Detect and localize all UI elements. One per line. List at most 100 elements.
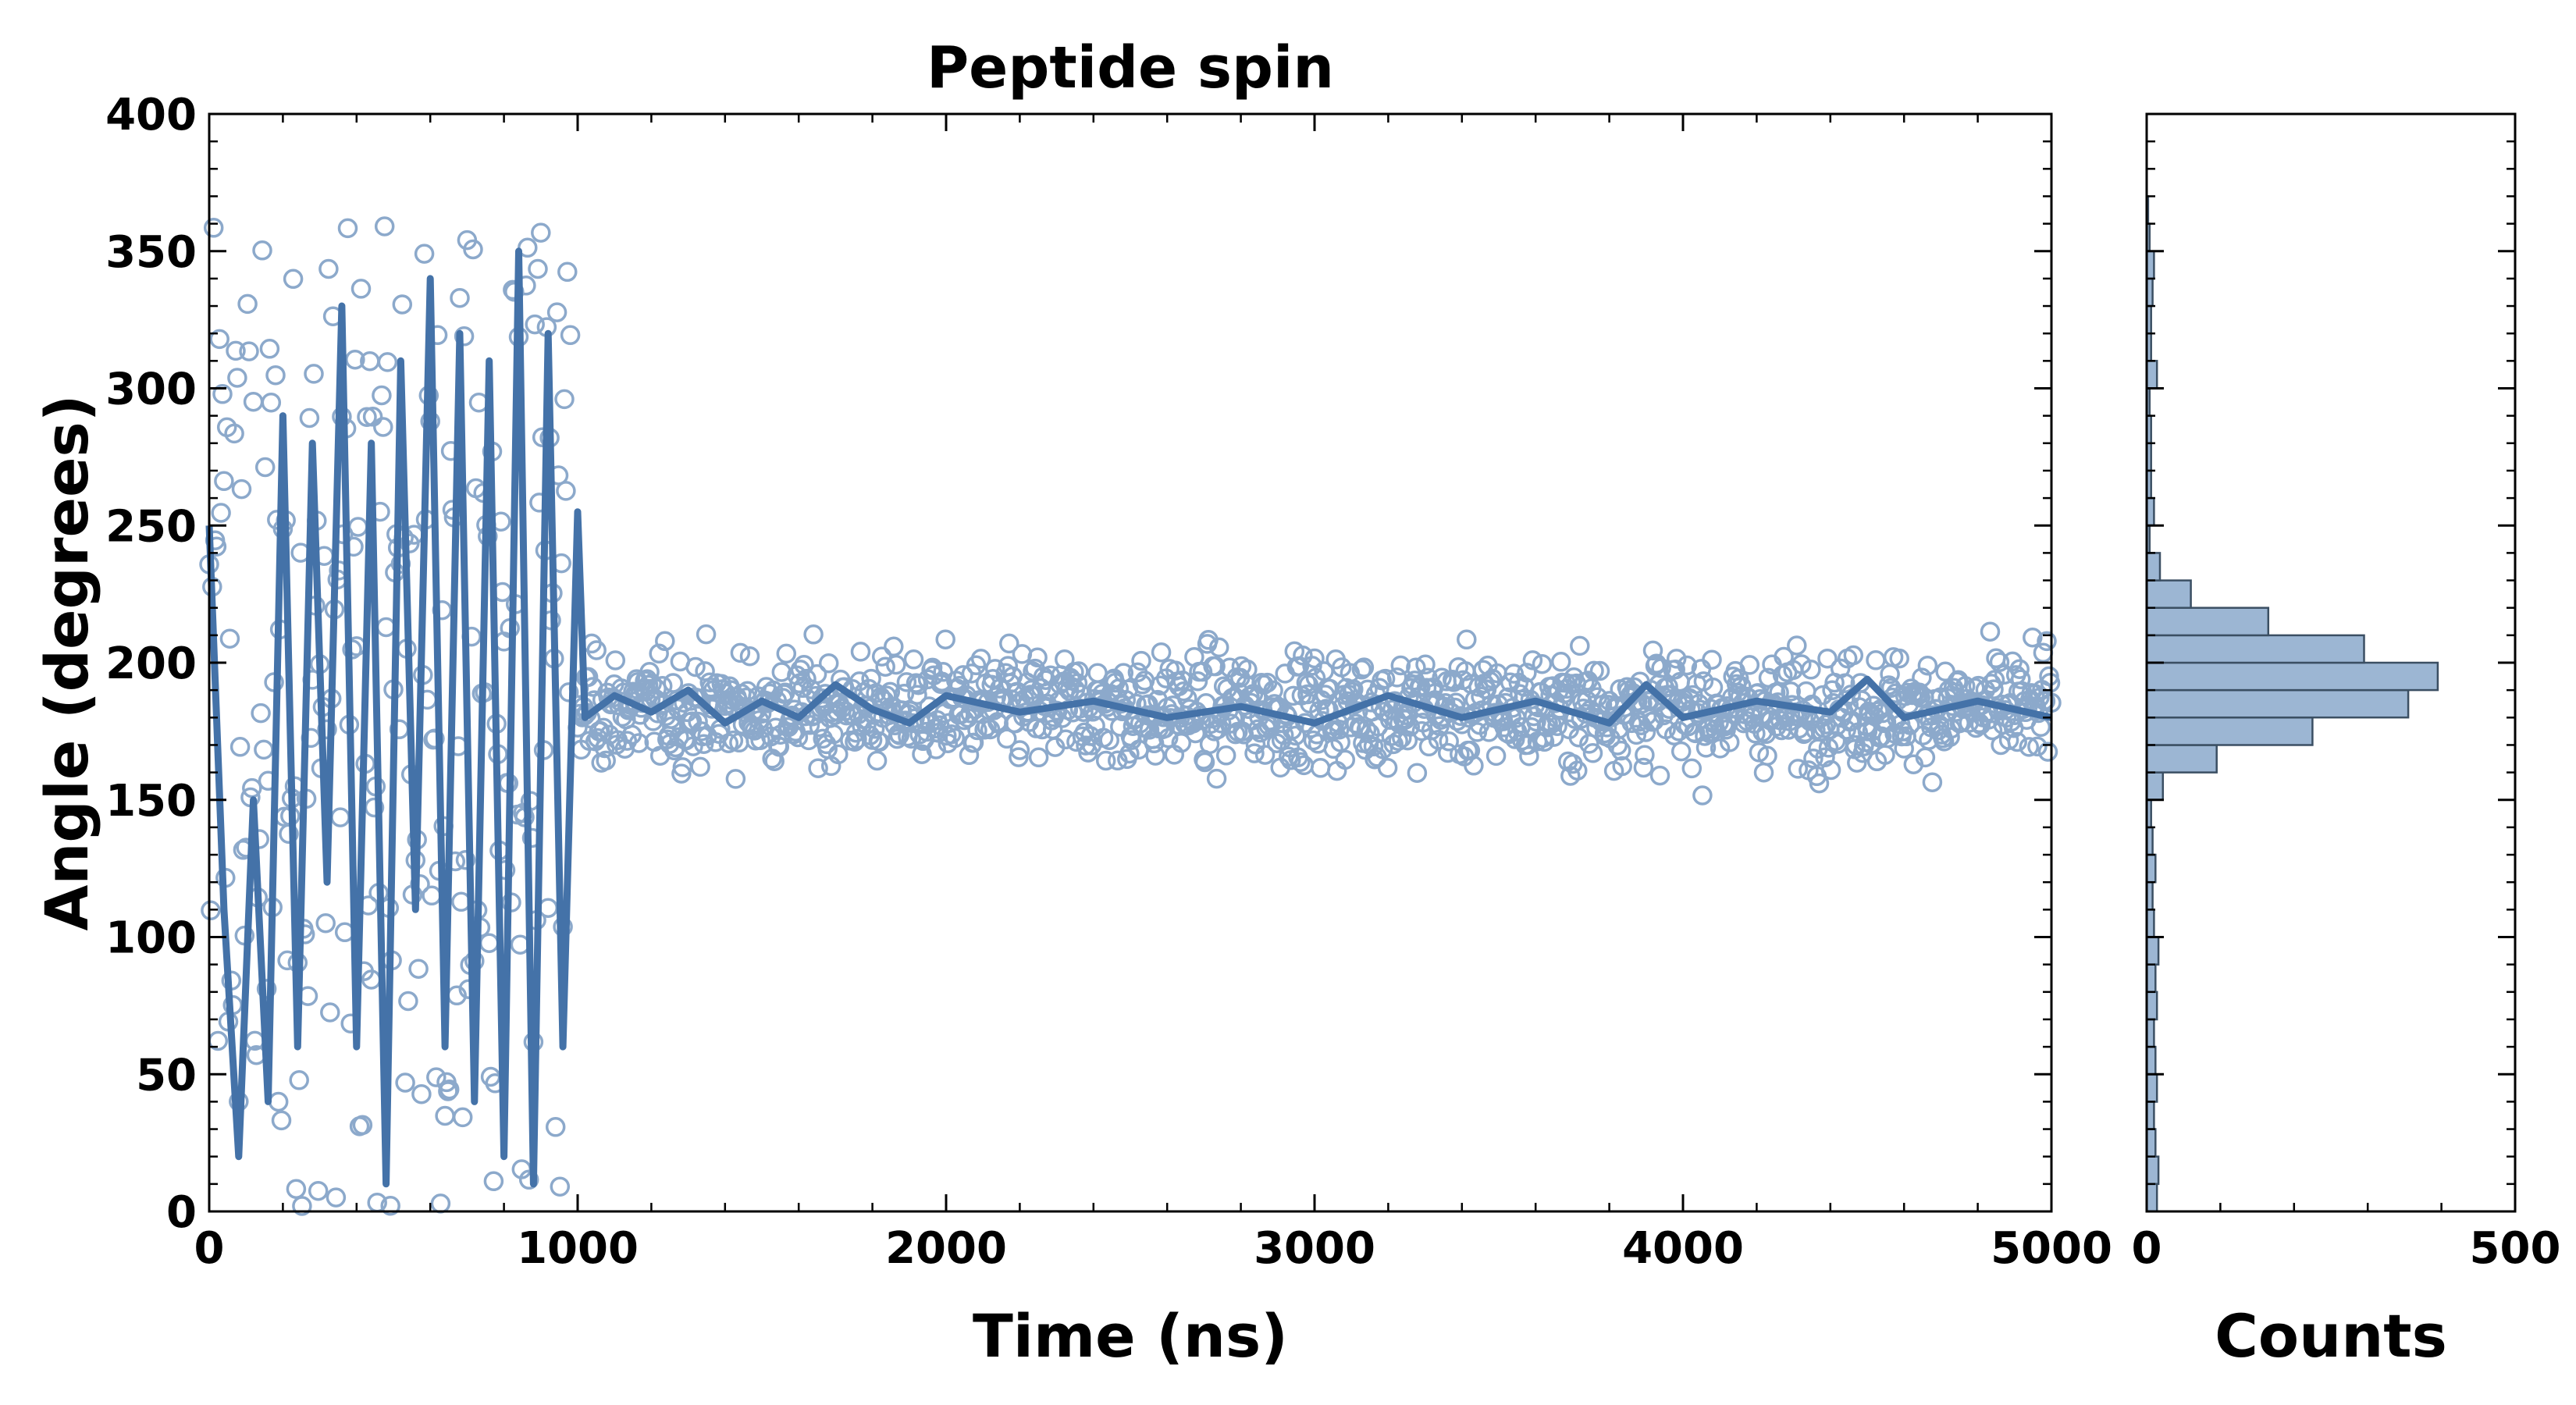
scatter-point — [850, 642, 871, 662]
scatter-point — [538, 898, 558, 918]
scatter-point — [545, 1117, 566, 1137]
scatter-point — [628, 733, 649, 753]
scatter-point — [254, 457, 276, 478]
running-average-path — [205, 247, 2052, 1188]
histogram-bar — [2145, 688, 2410, 719]
running-average-line — [205, 247, 2052, 1188]
scatter-point — [1663, 725, 1685, 745]
scatter-point — [1192, 661, 1213, 682]
scatter-point — [315, 912, 336, 934]
scatter-point — [1329, 719, 1350, 740]
x-tick-label: 5000 — [1991, 1223, 2112, 1274]
scatter-point — [1009, 747, 1029, 767]
scatter-point — [1310, 758, 1331, 778]
scatter-point — [430, 1193, 451, 1214]
scatter-point — [518, 237, 538, 258]
scatter-point — [1788, 759, 1809, 779]
scatter-point — [2033, 642, 2054, 663]
scatter-point — [1406, 657, 1426, 678]
x-axis-title: Time (ns) — [973, 1301, 1288, 1371]
scatter-point — [2027, 736, 2048, 757]
scatter-point — [560, 325, 581, 346]
scatter-point — [959, 745, 980, 766]
x-tick-label: 0 — [194, 1223, 225, 1274]
scatter-point — [345, 349, 365, 370]
scatter-point — [350, 279, 372, 299]
scatter-point — [231, 478, 252, 500]
scatter-point — [1894, 738, 1914, 759]
scatter-point — [209, 329, 229, 350]
scatter-point — [1296, 672, 1317, 693]
histogram-bar — [2145, 634, 2365, 664]
scatter-point — [1745, 724, 1766, 744]
scatter-point — [1215, 745, 1236, 766]
scatter-point — [730, 642, 751, 663]
scatter-point — [907, 685, 927, 705]
scatter-point — [1866, 650, 1886, 670]
scatter-point — [252, 240, 272, 261]
scatter-point — [380, 1196, 400, 1216]
scatter-point — [1009, 740, 1030, 760]
scatter-point — [808, 758, 828, 778]
scatter-point — [1027, 647, 1048, 668]
scatter-point — [1922, 772, 1943, 792]
scatter-point — [2037, 631, 2057, 652]
scatter-point — [1254, 745, 1276, 765]
scatter-point — [1095, 750, 1116, 771]
scatter-point — [373, 417, 393, 437]
scatter-point — [243, 391, 264, 412]
scatter-point — [596, 750, 616, 771]
scatter-point — [1666, 649, 1687, 669]
x-tick-label: 4000 — [1622, 1223, 1744, 1274]
scatter-point — [1621, 713, 1642, 734]
scatter-point — [828, 744, 849, 765]
scatter-point — [377, 352, 398, 372]
histogram-bar — [2145, 1128, 2157, 1158]
histogram-bar — [2145, 360, 2158, 389]
scatter-point — [1485, 745, 1507, 767]
scatter-point — [1290, 752, 1311, 772]
scatter-point — [224, 423, 244, 444]
scatter-point — [1390, 655, 1411, 676]
scatter-point — [1172, 670, 1193, 691]
scatter-point — [227, 368, 247, 388]
scatter-point — [1940, 727, 1960, 747]
scatter-point — [1567, 760, 1588, 781]
scatter-point — [1670, 741, 1692, 762]
scatter-point — [884, 636, 904, 657]
scatter-point — [1534, 731, 1555, 752]
scatter-point — [1633, 757, 1654, 778]
scatter-point — [304, 364, 324, 384]
scatter-point — [308, 1180, 329, 1201]
histogram-bar — [2145, 1155, 2160, 1186]
scatter-point — [372, 385, 392, 406]
scatter-point — [1330, 732, 1350, 752]
scatter-point — [374, 216, 395, 237]
scatter-point — [685, 656, 706, 678]
scatter-point — [1781, 681, 1801, 702]
histogram-bars — [2145, 195, 2439, 1213]
scatter-point — [408, 959, 429, 979]
scatter-point — [894, 684, 915, 704]
scatter-point — [1653, 705, 1674, 726]
scatter-point — [906, 673, 927, 693]
scatter-point — [554, 389, 575, 410]
scatter-point — [320, 1002, 340, 1023]
scatter-point — [1244, 743, 1265, 763]
scatter-point — [201, 900, 221, 921]
scatter-point — [1375, 668, 1396, 689]
x-tick-label: 3000 — [1254, 1223, 1375, 1274]
scatter-point — [1415, 654, 1436, 675]
scatter-point — [1989, 652, 2010, 672]
scatter-point — [1982, 720, 2003, 741]
scatter-point — [984, 659, 1005, 679]
scatter-point — [1584, 660, 1604, 681]
scatter-point — [214, 471, 234, 492]
scatter-point — [375, 617, 397, 638]
scatter-point — [1343, 679, 1364, 699]
scatter-point — [2037, 742, 2058, 762]
scatter-point — [824, 724, 844, 745]
scatter-point — [211, 503, 231, 523]
scatter-point — [1377, 757, 1398, 778]
scatter-point — [1428, 730, 1449, 750]
